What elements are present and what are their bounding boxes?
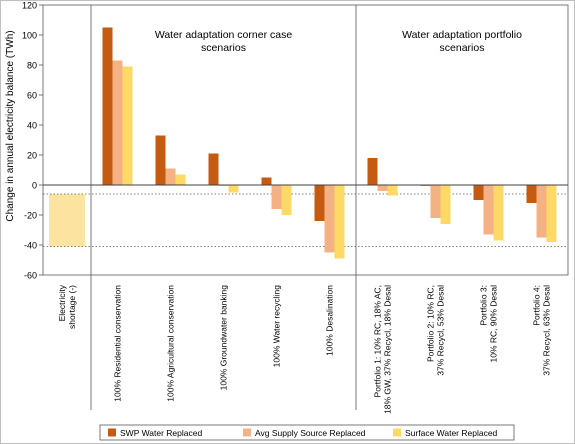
y-tick-label: 100 — [22, 31, 37, 41]
bar-1-9 — [536, 185, 547, 238]
category-label-group: 100% Residential conservation — [113, 285, 123, 402]
bar-2-7 — [440, 185, 451, 224]
y-tick-label: -40 — [24, 241, 37, 251]
category-label-group: Portfolio 2: 10% RC, 37% Recycl, 53% Desa… — [426, 285, 446, 376]
bar-0-9 — [526, 185, 537, 203]
y-tick-label: 80 — [27, 61, 37, 71]
legend: SWP Water Replaced Avg Supply Source Repl… — [99, 424, 515, 441]
category-label-group: Electricity shortage (-) — [57, 284, 77, 329]
category-label: 18% GW, 37% Recycl, 18% Desal — [383, 285, 393, 414]
bar-2-8 — [493, 185, 504, 241]
category-label: 100% Residential conservation — [113, 285, 123, 402]
bar-0-3 — [208, 153, 219, 185]
plot-border — [42, 4, 569, 276]
category-label-group: 100% Agricultural conservation — [166, 285, 176, 402]
legend-box — [99, 424, 515, 441]
category-label: 10% RC, 90% Desal — [489, 285, 499, 363]
legend-swatch-0 — [108, 428, 116, 437]
y-tick-label: 120 — [22, 1, 37, 11]
bar-0-2 — [155, 135, 166, 185]
category-label-group: 100% Desalination — [325, 285, 335, 356]
bar-1-2 — [165, 168, 176, 185]
y-tick-label: 40 — [27, 121, 37, 131]
section-annotation-line: scenarios — [440, 42, 485, 54]
y-tick-label: 20 — [27, 151, 37, 161]
bar-0-8 — [473, 185, 484, 200]
category-label: Portfolio 3: — [479, 285, 489, 326]
bar-0-6 — [367, 158, 378, 185]
bar-2-6 — [387, 185, 398, 196]
section-annotation-line: Water adaptation corner case — [155, 29, 293, 41]
category-label: 100% Agricultural conservation — [166, 285, 176, 402]
category-label-group: 100% Water recycling — [272, 285, 282, 368]
category-label: 37% Recycl, 53% Desal — [436, 285, 446, 376]
plot-area: -60 -40 -20 0 20 40 60 80 100 120 Water adaptation… — [22, 1, 569, 414]
category-label-group: Portfolio 4: 37% Recycl, 63% Desal — [532, 285, 552, 376]
y-axis-label: Change in annual electricity balance (TW… — [5, 30, 16, 221]
bar-2-1 — [122, 66, 133, 185]
category-label: 100% Water recycling — [272, 285, 282, 368]
bar-2-4 — [281, 185, 292, 215]
legend-swatch-1 — [243, 428, 251, 437]
y-tick-label: -20 — [24, 211, 37, 221]
bar-1-4 — [271, 185, 282, 209]
legend-label-1: Avg Supply Source Replaced — [255, 428, 366, 438]
bar-2-9 — [546, 185, 557, 242]
category-label: 37% Recycl, 63% Desal — [542, 285, 552, 376]
category-label: shortage (-) — [67, 285, 77, 329]
category-label-group: Portfolio 1: 10% RC, 18% AC, 18% GW, 37% … — [373, 285, 393, 414]
bar-1-8 — [483, 185, 494, 235]
y-tick-label: 60 — [27, 91, 37, 101]
section-annotation: Water adaptation portfolio scenarios — [402, 29, 522, 54]
bar-1-5 — [324, 185, 335, 253]
category-label: Portfolio 1: 10% RC, 18% AC, — [373, 285, 383, 397]
section-annotation-line: scenarios — [201, 42, 246, 54]
legend-label-0: SWP Water Replaced — [120, 428, 202, 438]
y-tick-label: -60 — [24, 271, 37, 281]
category-label: 100% Desalination — [325, 285, 335, 356]
bar-1-6 — [377, 185, 388, 191]
category-label: Portfolio 2: 10% RC, — [426, 285, 436, 362]
bar-electricity-shortage — [49, 194, 85, 247]
y-tick-label: 0 — [32, 181, 37, 191]
category-label: 100% Groundwater banking — [219, 285, 229, 391]
legend-swatch-2 — [393, 428, 401, 437]
section-annotation: Water adaptation corner case scenarios — [155, 29, 293, 54]
category-label-group: 100% Groundwater banking — [219, 285, 229, 391]
bar-1-7 — [430, 185, 441, 218]
bar-2-3 — [228, 185, 239, 193]
category-label: Portfolio 4: — [532, 285, 542, 326]
category-label-group: Portfolio 3: 10% RC, 90% Desal — [479, 285, 499, 363]
bar-0-5 — [314, 185, 325, 221]
bar-1-1 — [112, 60, 123, 185]
section-annotation-line: Water adaptation portfolio — [402, 29, 522, 41]
bar-2-5 — [334, 185, 345, 259]
category-label: Electricity — [57, 284, 67, 321]
bar-0-4 — [261, 177, 272, 185]
bar-2-2 — [175, 174, 186, 185]
legend-label-2: Surface Water Replaced — [405, 428, 498, 438]
bar-0-1 — [102, 27, 113, 185]
